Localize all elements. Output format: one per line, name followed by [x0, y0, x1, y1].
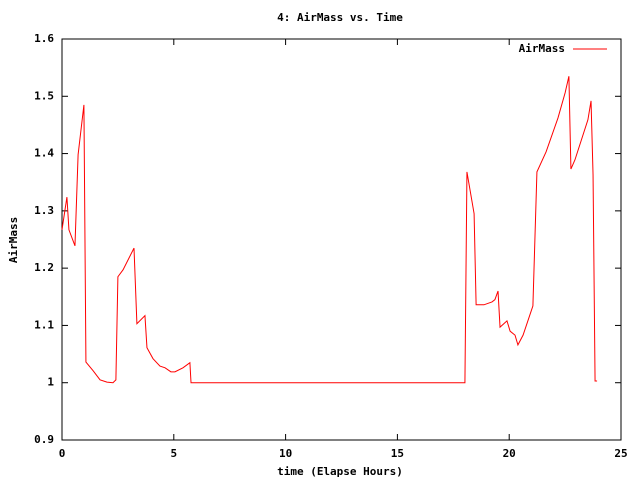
y-tick-label: 1 — [47, 376, 54, 389]
data-line — [61, 76, 598, 384]
y-tick-label: 1.5 — [34, 89, 54, 102]
x-tick-label: 10 — [279, 447, 292, 460]
x-tick-label: 0 — [59, 447, 66, 460]
x-axis-label: time (Elapse Hours) — [277, 465, 403, 478]
plot-border — [61, 38, 622, 441]
y-tick-label: 1.1 — [34, 318, 54, 331]
chart-title: 4: AirMass vs. Time — [277, 11, 403, 24]
y-tick-label: 1.2 — [34, 261, 54, 274]
legend-label: AirMass — [519, 42, 565, 55]
x-tick-label: 5 — [170, 447, 177, 460]
y-tick-label: 0.9 — [34, 433, 54, 446]
y-tick-label: 1.6 — [34, 32, 54, 45]
y-tick-label: 1.3 — [34, 204, 54, 217]
x-tick-label: 20 — [503, 447, 516, 460]
x-tick-label: 25 — [614, 447, 627, 460]
y-tick-label: 1.4 — [34, 147, 54, 160]
x-tick-label: 15 — [391, 447, 404, 460]
y-axis-label: AirMass — [7, 217, 20, 263]
